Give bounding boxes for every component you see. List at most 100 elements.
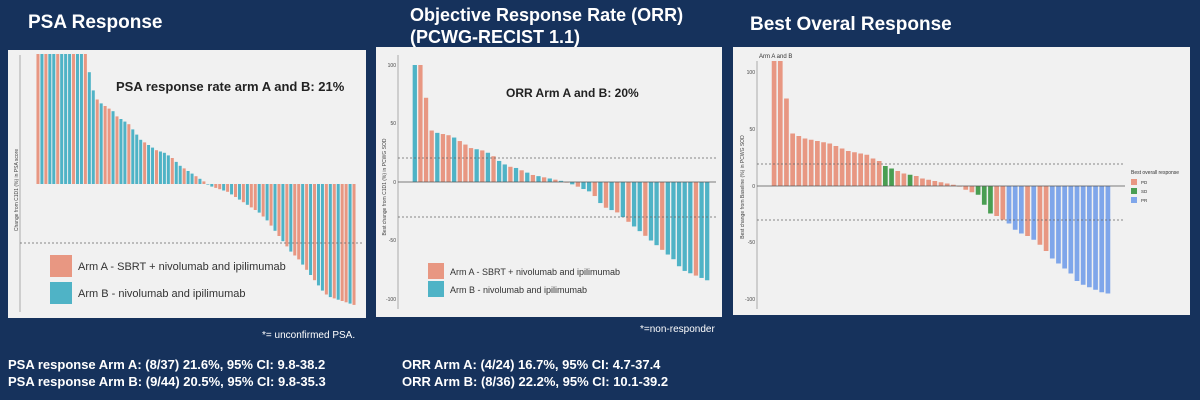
psa-bar <box>123 121 127 184</box>
psa-bar <box>352 184 356 305</box>
psa-bar <box>320 184 324 291</box>
orr-bar <box>530 174 536 182</box>
bor-legend-swatch-pr <box>1131 197 1137 203</box>
bor-tick-0: 0 <box>752 184 755 190</box>
bor-bar <box>833 146 839 186</box>
orr-footnote: *=non-responder <box>640 324 715 335</box>
orr-bar <box>660 182 665 250</box>
orr-bar <box>682 182 687 271</box>
psa-bar <box>206 184 210 185</box>
bor-bar <box>876 161 882 186</box>
psa-bar <box>75 54 79 184</box>
psa-bar <box>91 90 95 184</box>
psa-bar <box>261 184 265 217</box>
orr-bar <box>446 135 451 182</box>
bor-bar <box>951 184 956 186</box>
orr-bar <box>558 180 564 182</box>
psa-bar <box>143 142 147 184</box>
bor-legend-label-sd: SD <box>1141 189 1148 194</box>
orr-legend-swatch-b <box>428 281 444 297</box>
psa-bar <box>115 116 119 184</box>
orr-legend-swatch-a <box>428 263 444 279</box>
bor-legend: Best overall response PD SD PR <box>1131 170 1179 203</box>
psa-bar <box>190 173 194 184</box>
bor-bar <box>1074 186 1080 281</box>
orr-bar <box>620 182 625 218</box>
psa-bar <box>218 184 222 190</box>
orr-bar <box>474 149 479 182</box>
orr-bar <box>609 182 614 211</box>
bor-bar <box>777 61 783 186</box>
psa-legend-label-a: Arm A - SBRT + nivolumab and ipilimumab <box>78 261 286 273</box>
bor-bar <box>975 186 981 195</box>
bor-bar <box>870 158 876 186</box>
bor-tick-100: 100 <box>747 70 756 76</box>
psa-stats: PSA response Arm A: (8/37) 21.6%, 95% CI… <box>8 356 326 390</box>
orr-bar <box>575 182 580 187</box>
bor-bar <box>864 154 870 186</box>
psa-bar <box>60 54 64 184</box>
bor-bar <box>1037 186 1043 245</box>
psa-bar <box>52 54 56 184</box>
psa-bar <box>281 184 285 242</box>
orr-bar <box>671 182 676 260</box>
bor-bar <box>790 133 795 186</box>
orr-bar <box>586 182 592 192</box>
orr-bar <box>519 170 524 182</box>
orr-stat-arm-b: ORR Arm B: (8/36) 22.2%, 95% CI: 10.1-39… <box>402 374 669 389</box>
orr-tick-0: 0 <box>393 180 396 186</box>
bor-bar <box>901 173 907 186</box>
bor-bar <box>1019 186 1024 234</box>
orr-stats: ORR Arm A: (4/24) 16.7%, 95% CI: 4.7-37.… <box>402 356 668 390</box>
orr-bar <box>693 182 699 276</box>
orr-bar <box>699 182 704 278</box>
psa-bar <box>44 54 48 184</box>
orr-bar <box>553 179 558 182</box>
bor-corner-label: Arm A and B <box>759 54 792 60</box>
psa-bar <box>210 184 214 187</box>
orr-bar <box>598 182 603 204</box>
psa-bar <box>316 184 320 286</box>
orr-bar <box>688 182 693 274</box>
bor-bar <box>858 153 863 186</box>
bor-bar <box>845 151 851 186</box>
psa-bar <box>48 54 52 184</box>
bor-legend-label-pr: PR <box>1141 198 1148 203</box>
psa-bar <box>301 184 305 265</box>
psa-bar <box>241 184 245 203</box>
bor-bar <box>1000 186 1006 220</box>
orr-legend-label-a: Arm A - SBRT + nivolumab and ipilimumab <box>450 267 620 277</box>
psa-bar <box>99 103 103 184</box>
psa-bar <box>230 184 234 195</box>
bor-bar <box>969 186 975 193</box>
bor-bar <box>932 181 938 186</box>
psa-bar <box>273 184 277 231</box>
orr-bar <box>497 160 502 182</box>
bor-bar <box>913 176 919 186</box>
bor-waterfall-chart: Arm A and B 100 50 0 -50 -100 Best chang… <box>740 54 1179 309</box>
bor-bar <box>981 186 987 205</box>
orr-bar <box>705 182 710 281</box>
orr-heading: Objective Response Rate (ORR) (PCWG-RECI… <box>410 4 683 48</box>
psa-bar <box>305 184 309 270</box>
orr-tick-minus50: -50 <box>389 238 396 244</box>
orr-bar <box>452 137 457 182</box>
orr-bar <box>513 167 519 182</box>
psa-bar <box>119 119 123 184</box>
psa-bar <box>127 124 131 184</box>
psa-bar <box>154 150 158 184</box>
bor-bar <box>1006 186 1012 224</box>
psa-bar <box>332 184 336 299</box>
psa-bar <box>111 111 115 184</box>
orr-bar <box>648 182 654 241</box>
bor-bar <box>784 98 789 186</box>
psa-bar <box>95 99 99 184</box>
psa-bar <box>139 139 143 184</box>
bor-tick-50: 50 <box>749 127 755 133</box>
psa-bar <box>340 184 344 301</box>
psa-bar <box>226 184 230 192</box>
orr-bar <box>525 172 530 182</box>
bor-bar <box>1093 186 1098 290</box>
bor-bar <box>895 171 901 186</box>
psa-chart-panel: Change from C1D1 (%) in PSA score PSA re… <box>8 50 366 318</box>
